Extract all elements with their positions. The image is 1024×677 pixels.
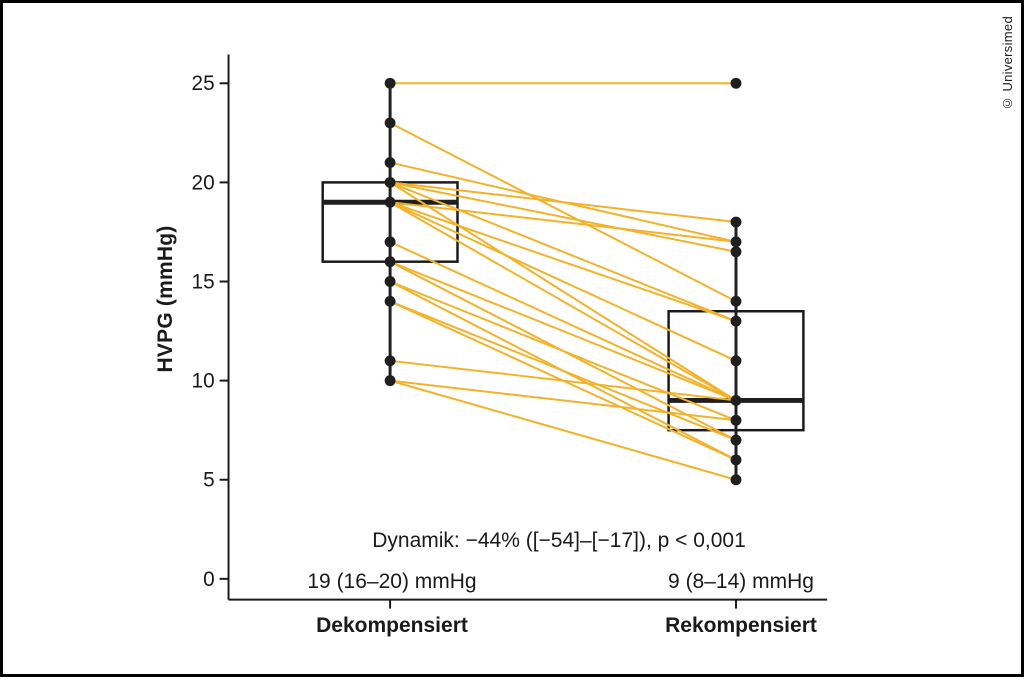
data-point [730, 394, 742, 406]
data-point [730, 77, 742, 89]
pair-line [389, 280, 737, 422]
data-point [730, 414, 742, 426]
x-label-rekompensiert: Rekompensiert [665, 614, 817, 637]
y-tick-label: 20 [192, 171, 215, 194]
y-tick-label: 5 [203, 469, 215, 492]
summary-dekompensiert: 19 (16–20) mmHg [307, 570, 477, 593]
data-point [384, 157, 396, 169]
y-tick-label: 25 [192, 72, 215, 95]
data-point [384, 196, 396, 208]
data-point [730, 236, 742, 248]
pair-line [389, 201, 737, 362]
data-point [384, 77, 396, 89]
data-point [384, 117, 396, 129]
data-point [730, 434, 742, 446]
pair-line [389, 359, 737, 402]
pair-line [389, 201, 737, 402]
data-point [384, 355, 396, 367]
pair-line [389, 181, 737, 402]
pair-line [389, 181, 737, 253]
data-point [730, 246, 742, 258]
data-point [730, 295, 742, 307]
copyright-credit: © Universimed [1000, 16, 1015, 111]
data-point [730, 315, 742, 327]
pair-line [389, 122, 737, 303]
hvpg-paired-boxplot: 0 5 10 15 20 25 [192, 54, 828, 609]
y-tick-label: 15 [192, 270, 215, 293]
data-point [384, 295, 396, 307]
y-tick-label: 0 [203, 568, 215, 591]
x-label-dekompensiert: Dekompensiert [316, 614, 468, 637]
data-point [384, 276, 396, 287]
dynamics-annotation: Dynamik: −44% ([−54]–[−17]), p < 0,001 [372, 529, 746, 552]
pair-line [389, 379, 737, 422]
data-point [730, 474, 742, 486]
data-point [730, 454, 742, 466]
pair-line [389, 201, 737, 323]
pair-line [389, 181, 737, 323]
y-axis-title: HVPG (mmHg) [154, 225, 177, 373]
pair-line [389, 260, 737, 402]
pair-line [389, 181, 737, 224]
data-point [384, 375, 396, 387]
pair-line [389, 379, 737, 481]
pair-line [389, 240, 737, 402]
pair-line [389, 201, 737, 243]
data-point [384, 236, 396, 248]
pair-line [389, 300, 737, 442]
data-point [730, 355, 742, 367]
data-point [384, 256, 396, 268]
summary-rekompensiert: 9 (8–14) mmHg [668, 570, 814, 593]
data-point [730, 216, 742, 228]
data-point [384, 176, 396, 188]
y-tick-label: 10 [192, 370, 215, 393]
